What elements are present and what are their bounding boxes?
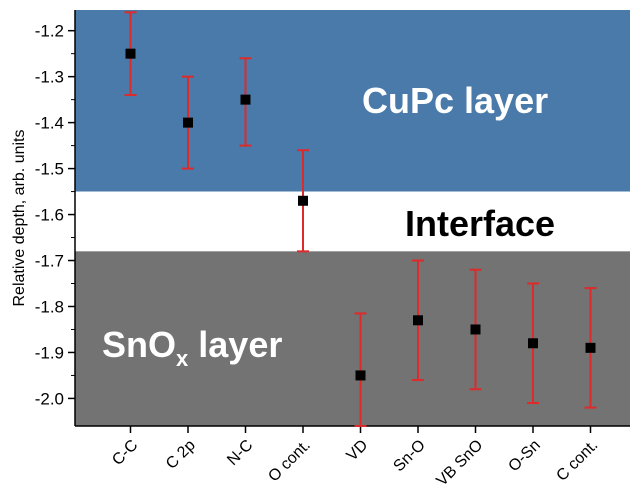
region-labels: CuPc layer Interface SnOx layer <box>102 80 555 371</box>
snox-label-subscript: x <box>176 346 189 371</box>
interface-label: Interface <box>405 203 555 244</box>
y-tick-label: -1.9 <box>35 343 64 362</box>
data-point <box>355 370 366 381</box>
y-axis-label: Relative depth, arb. units <box>11 130 28 307</box>
snox-layer-label: SnOx layer <box>102 324 282 371</box>
y-tick-label: -1.8 <box>35 297 64 316</box>
y-tick-label: -1.6 <box>35 206 64 225</box>
snox-label-main: SnO <box>102 324 176 365</box>
y-tick-label: -1.4 <box>35 114 64 133</box>
region-band-1 <box>75 191 630 252</box>
x-tick-label: N-C <box>224 437 256 469</box>
x-tick-label: VB SnO <box>433 437 486 490</box>
data-point <box>528 338 538 349</box>
x-ticks: C-C C 2p N-C O cont. VD Sn-O VB SnO O-Sn C cont. <box>109 426 601 490</box>
region-band-0 <box>75 10 630 192</box>
y-tick-label: -1.3 <box>35 68 64 87</box>
x-tick-label: Sn-O <box>390 437 428 475</box>
x-tick-label: C-C <box>109 437 141 469</box>
data-point <box>585 342 596 353</box>
snox-label-suffix: layer <box>188 324 282 365</box>
axes <box>74 10 630 427</box>
y-tick-label: -1.2 <box>35 22 64 41</box>
x-tick-label: C cont. <box>553 437 601 485</box>
y-tick-label: -1.5 <box>35 160 64 179</box>
x-tick-label: O-Sn <box>505 437 543 475</box>
x-tick-label: O cont. <box>265 437 313 485</box>
cupc-layer-label: CuPc layer <box>362 80 548 121</box>
x-tick-label: VD <box>344 437 372 465</box>
data-point <box>470 324 481 335</box>
data-point <box>183 117 193 128</box>
data-point <box>240 94 251 105</box>
data-point <box>413 315 423 326</box>
data-point <box>298 195 308 206</box>
y-tick-label: -1.7 <box>35 252 64 271</box>
data-points <box>125 48 596 381</box>
x-tick-label: C 2p <box>163 437 199 473</box>
y-tick-label: -2.0 <box>35 389 64 408</box>
data-point <box>125 48 136 59</box>
y-ticks: -1.2 -1.3 -1.4 -1.5 -1.6 -1.7 -1.8 -1.9 -2.0 <box>35 22 75 408</box>
